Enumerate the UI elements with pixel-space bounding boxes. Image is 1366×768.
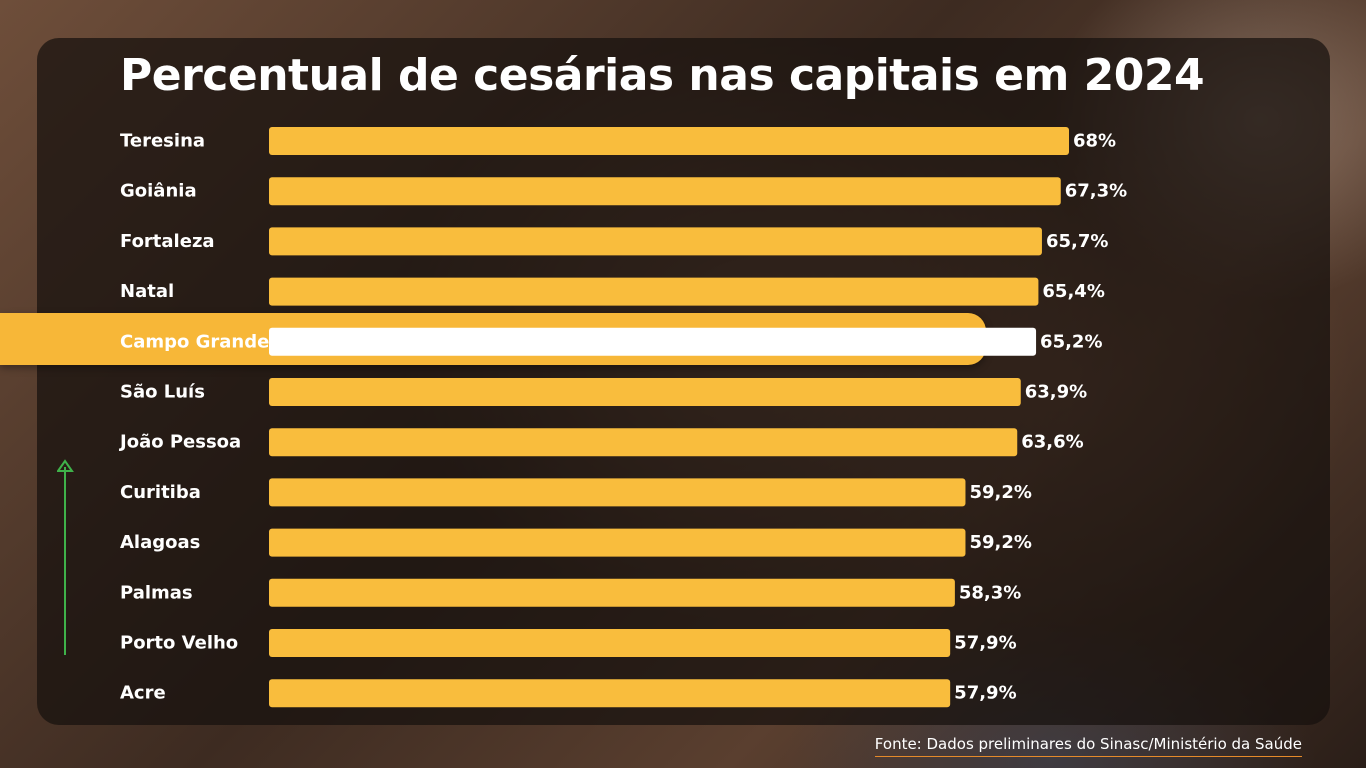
value-label-sao-luis: 63,9% — [1025, 382, 1087, 403]
category-label-porto-velho: Porto Velho — [120, 633, 238, 654]
bar-fortaleza — [269, 227, 1042, 256]
category-label-teresina: Teresina — [120, 131, 205, 152]
bar-alagoas — [269, 528, 966, 557]
bar-palmas — [269, 578, 955, 607]
category-label-campo-grande: Campo Grande — [120, 331, 269, 352]
up-arrow-icon — [57, 459, 74, 655]
category-label-sao-luis: São Luís — [120, 382, 205, 403]
value-label-porto-velho: 57,9% — [954, 633, 1016, 654]
bar-sao-luis — [269, 378, 1021, 406]
category-label-acre: Acre — [120, 683, 166, 704]
bar-teresina — [269, 127, 1069, 155]
bar-joao-pessoa — [269, 428, 1018, 457]
value-label-acre: 57,9% — [954, 683, 1016, 704]
value-label-curitiba: 59,2% — [969, 482, 1031, 503]
bar-goiania — [269, 177, 1061, 206]
chart-title: Percentual de cesárias nas capitais em 2… — [120, 50, 1205, 101]
category-label-curitiba: Curitiba — [120, 482, 201, 503]
value-label-palmas: 58,3% — [959, 582, 1021, 603]
value-label-alagoas: 59,2% — [969, 532, 1031, 553]
category-label-natal: Natal — [120, 281, 174, 302]
value-label-goiania: 67,3% — [1065, 181, 1127, 202]
category-label-palmas: Palmas — [120, 582, 193, 603]
category-label-goiania: Goiânia — [120, 181, 197, 202]
value-label-natal: 65,4% — [1042, 281, 1104, 302]
bar-curitiba — [269, 478, 966, 507]
value-label-teresina: 68% — [1073, 131, 1116, 152]
bar-natal — [269, 277, 1039, 306]
value-label-joao-pessoa: 63,6% — [1021, 432, 1083, 453]
source-note: Fonte: Dados preliminares do Sinasc/Mini… — [874, 735, 1302, 757]
value-label-campo-grande: 65,2% — [1040, 331, 1102, 352]
category-label-fortaleza: Fortaleza — [120, 231, 215, 252]
bar-porto-velho — [269, 629, 951, 657]
bar-acre — [269, 679, 951, 708]
category-label-joao-pessoa: João Pessoa — [118, 432, 241, 453]
bar-campo-grande — [269, 327, 1037, 356]
category-label-alagoas: Alagoas — [120, 532, 200, 553]
value-label-fortaleza: 65,7% — [1046, 231, 1108, 252]
